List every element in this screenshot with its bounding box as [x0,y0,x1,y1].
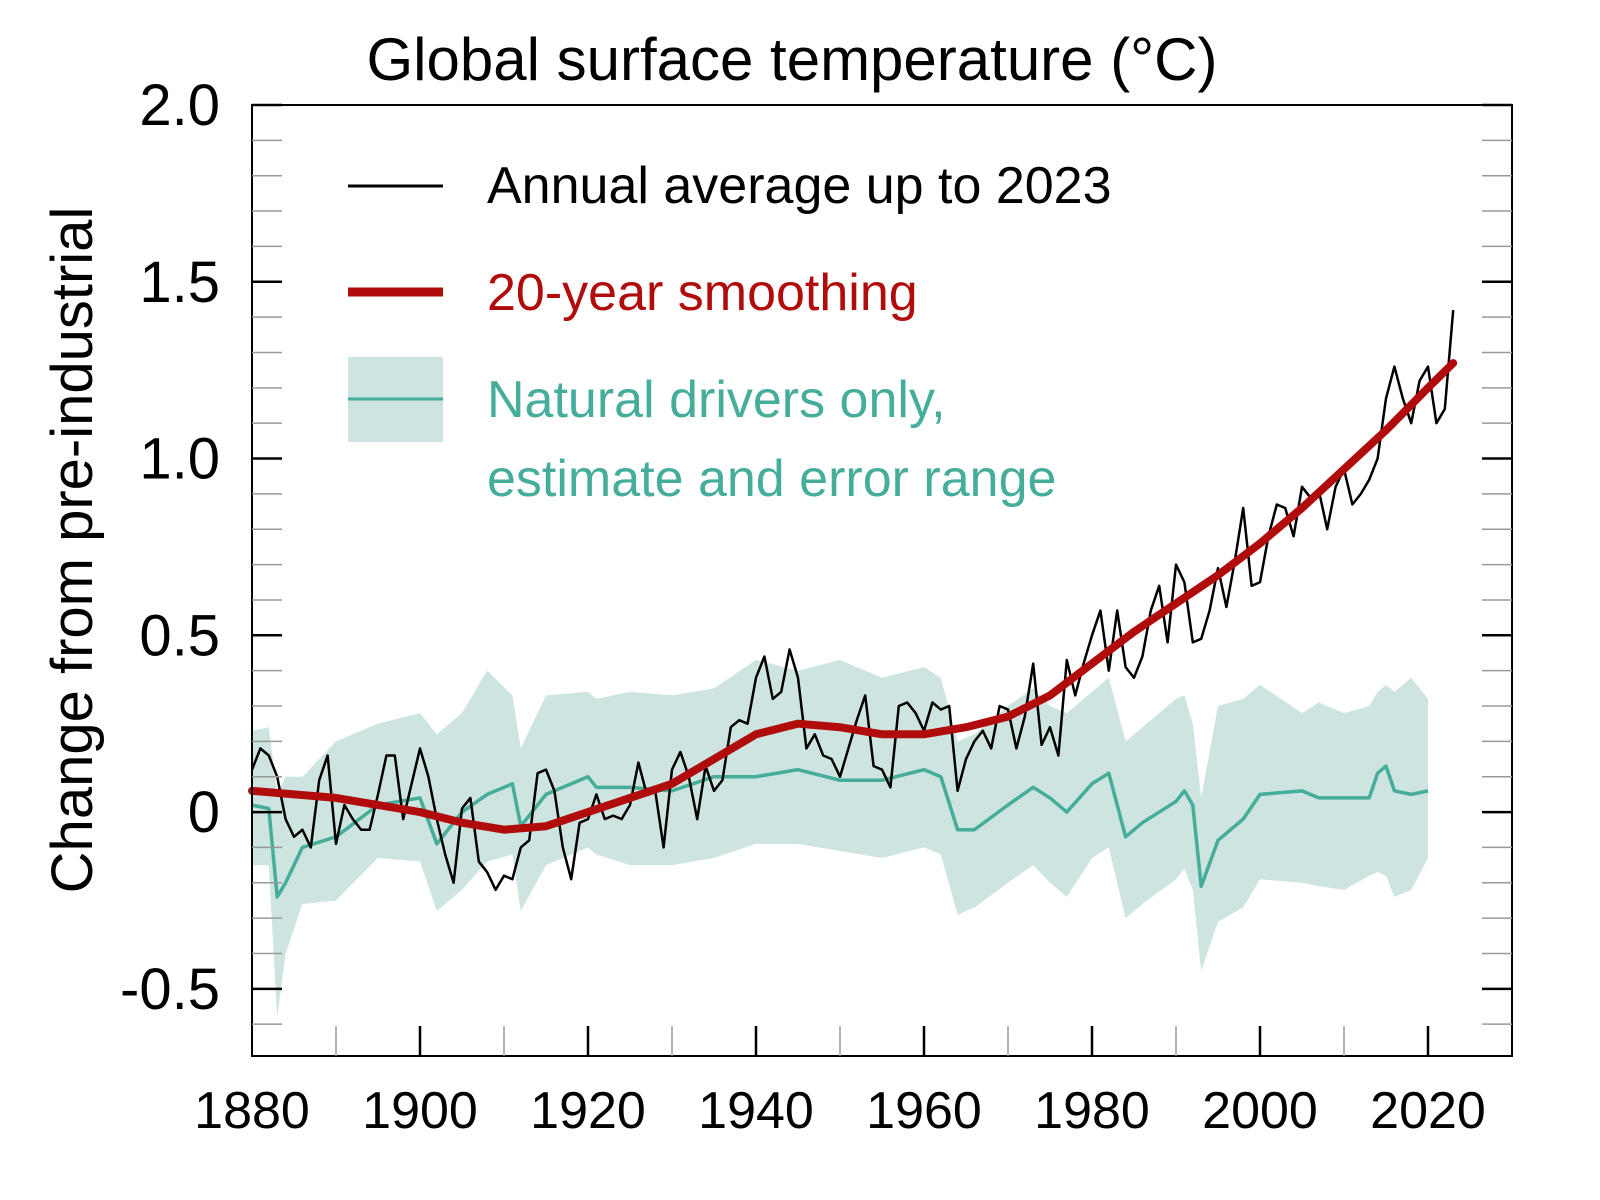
y-tick-label: 0 [188,780,220,845]
natural-error-band-layer [252,660,1428,1018]
x-tick-label: 1900 [362,1082,478,1140]
axes: -0.5 0 0.5 1.0 1.5 2.0 1880 1900 1920 1940 1960 198… [120,73,1513,1140]
x-tick-label: 1880 [194,1082,310,1140]
legend-label-annual: Annual average up to 2023 [487,157,1112,215]
y-tick-label: 2.0 [139,73,220,138]
natural-estimate-line [251,764,1429,899]
x-tick-label: 1960 [866,1082,982,1140]
legend: Annual average up to 2023 20-year smooth… [348,157,1112,508]
annual-average-line [250,309,1455,892]
legend-label-natural-1: Natural drivers only, [487,371,946,429]
y-tick-label: -0.5 [120,957,220,1022]
plot-frame [251,104,1513,1057]
natural-error-band [252,660,1428,1018]
x-tick-label: 2000 [1202,1082,1318,1140]
chart-title: Global surface temperature (°C) [367,26,1218,93]
x-tick-label: 2020 [1370,1082,1486,1140]
legend-label-natural-2: estimate and error range [487,450,1056,508]
y-tick-label: 1.0 [139,427,220,492]
smoothing-line [248,359,1458,834]
legend-label-smoothing: 20-year smoothing [487,264,918,322]
y-axis-label: Change from pre-industrial [40,207,105,894]
y-tick-label: 0.5 [139,603,220,668]
x-tick-label: 1980 [1034,1082,1150,1140]
x-tick-label: 1940 [698,1082,814,1140]
series-layer [248,309,1458,899]
y-tick-label: 1.5 [139,250,220,315]
x-tick-label: 1920 [530,1082,646,1140]
